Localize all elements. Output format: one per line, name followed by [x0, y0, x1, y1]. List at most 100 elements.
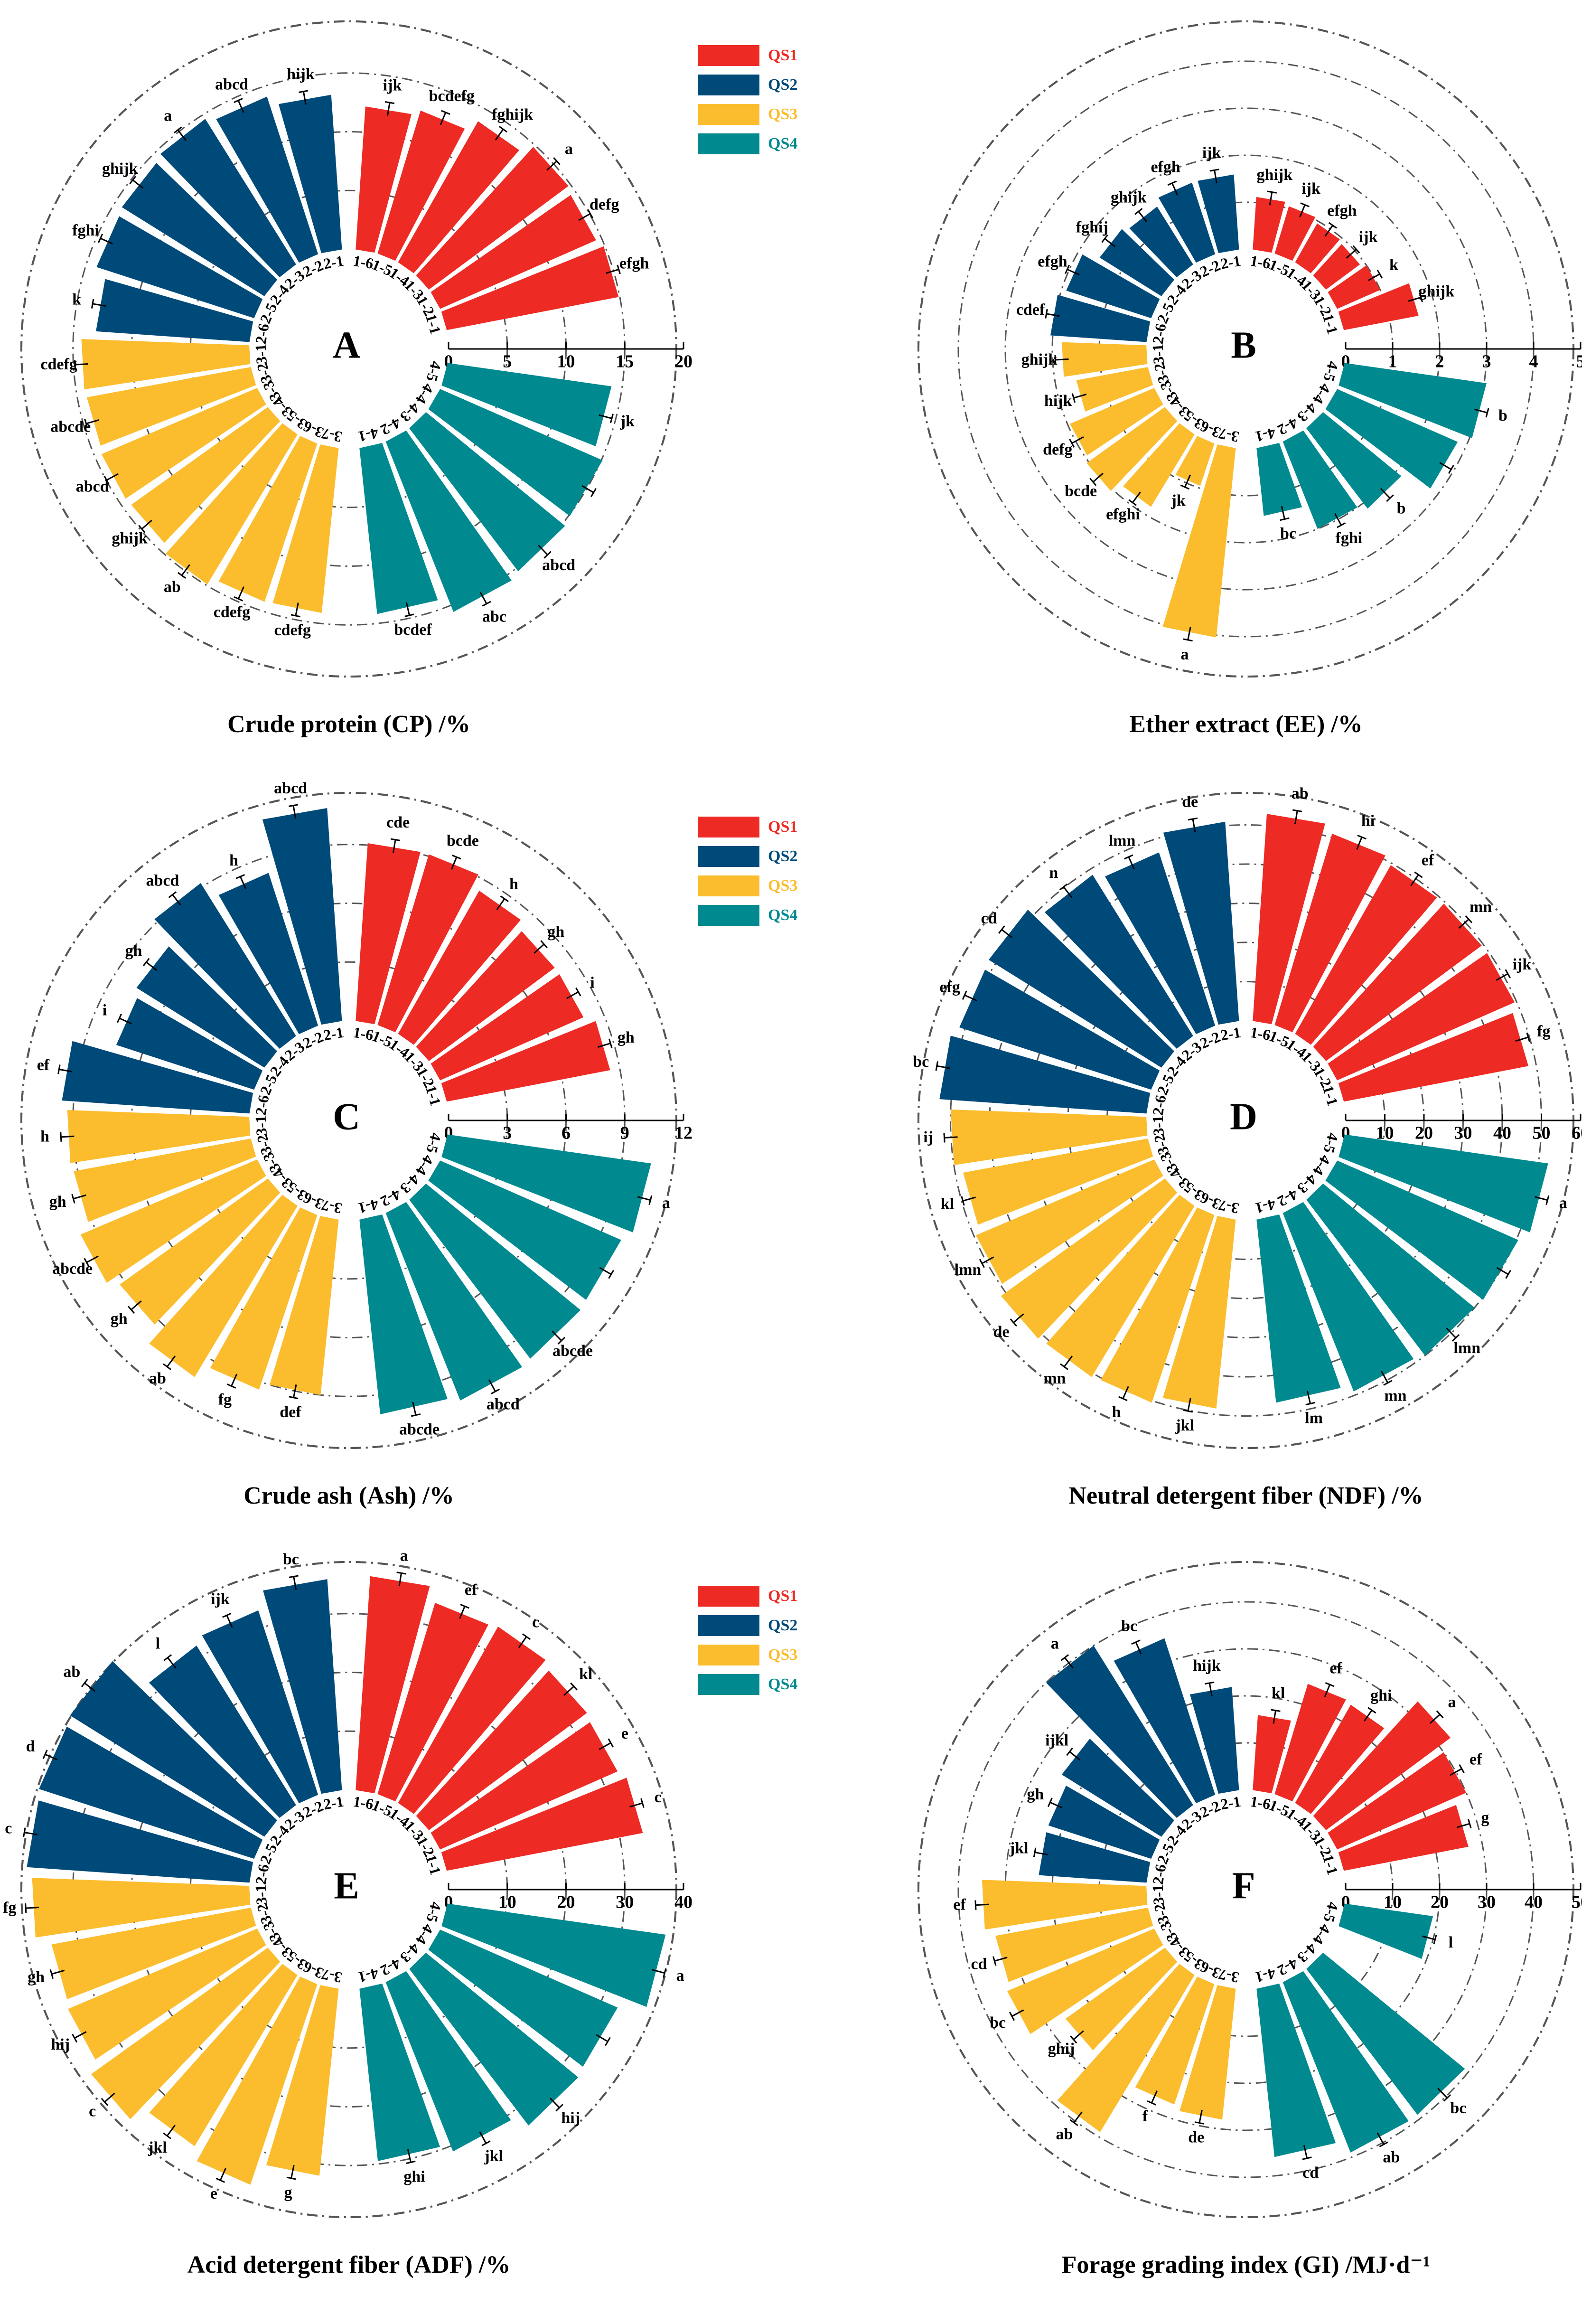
- error-bar: [1269, 192, 1273, 206]
- significance-letter: jkl: [1175, 1417, 1194, 1434]
- error-bar: [459, 1606, 466, 1619]
- bar-2-2: [202, 1610, 318, 1804]
- significance-letter: hijk: [287, 66, 315, 83]
- sample-label: 1-6: [352, 1793, 374, 1813]
- error-bar: [944, 1136, 958, 1138]
- significance-letter: bc: [990, 2014, 1006, 2032]
- error-bar: [100, 237, 113, 245]
- bar-2-5: [96, 216, 263, 319]
- significance-letter: bcde: [1065, 482, 1097, 500]
- bar-3-3: [1007, 1929, 1163, 2034]
- error-cap: [482, 601, 491, 607]
- error-bar: [132, 179, 144, 189]
- chart-title: Ether extract (EE) /%: [1129, 711, 1362, 738]
- error-bar: [1128, 856, 1135, 870]
- error-bar: [1496, 1267, 1509, 1275]
- error-cap: [1451, 1334, 1460, 1342]
- error-bar: [398, 1573, 403, 1587]
- error-bar: [237, 586, 244, 599]
- sample-label: 4-1: [1254, 424, 1277, 446]
- significance-letter: bcdefg: [429, 87, 475, 105]
- error-bar: [1063, 1355, 1073, 1367]
- error-bar: [386, 102, 391, 116]
- bar-4-1: [359, 1983, 440, 2161]
- error-bar: [1171, 183, 1179, 196]
- significance-letter: a: [400, 1547, 408, 1565]
- error-cap: [663, 1968, 667, 1978]
- error-cap: [1194, 2121, 1205, 2125]
- error-cap: [1465, 915, 1473, 923]
- bar-2-6: [62, 1041, 253, 1114]
- error-bar: [293, 1576, 297, 1590]
- bar-3-2: [74, 1138, 256, 1222]
- bar-1-1: [441, 1021, 610, 1102]
- bar-4-5: [441, 1134, 651, 1233]
- significance-letter: ef: [37, 1056, 50, 1074]
- error-cap: [163, 2132, 172, 2139]
- bar-4-2: [1282, 430, 1357, 529]
- error-cap: [290, 614, 300, 618]
- panel-C: 0 3 6 9 121-1gh1-2i1-3gh1-4h1-5bcde1-6cde2-1…: [20, 780, 797, 1509]
- sample-label: 1-6: [1249, 1793, 1272, 1813]
- panel-letter: C: [333, 1096, 360, 1138]
- error-cap: [1352, 245, 1360, 254]
- error-bar: [1437, 2088, 1448, 2098]
- significance-letter: l: [1449, 1934, 1453, 1951]
- bar-2-4: [988, 909, 1174, 1068]
- bar-1-5: [1274, 833, 1385, 1033]
- error-cap: [1060, 1654, 1069, 1661]
- significance-letter: c: [532, 1613, 539, 1631]
- error-bar: [1381, 1371, 1389, 1383]
- significance-letter: cd: [981, 910, 997, 927]
- bar-3-6: [197, 1976, 318, 2185]
- tick-label: 9: [620, 1123, 629, 1143]
- significance-letter: ghijk: [112, 529, 148, 547]
- error-cap: [553, 157, 561, 165]
- significance-letter: fghi: [1336, 529, 1363, 547]
- bar-2-1: [278, 94, 342, 254]
- error-cap: [499, 126, 508, 133]
- significance-letter: cde: [386, 814, 410, 831]
- bar-1-2: [1328, 1752, 1467, 1850]
- error-bar: [1474, 408, 1488, 414]
- error-bar: [1429, 1713, 1441, 1724]
- significance-letter: abcd: [542, 556, 575, 574]
- significance-letter: jkl: [148, 2139, 167, 2156]
- error-cap: [1267, 190, 1277, 194]
- error-bar: [1073, 2111, 1083, 2123]
- bar-4-3: [1306, 1183, 1475, 1356]
- significance-letter: ijkl: [1045, 1732, 1068, 1750]
- legend-swatch-QS1: [698, 817, 759, 837]
- bar-2-4: [1099, 229, 1174, 296]
- legend-label-QS4: QS4: [768, 906, 797, 924]
- sample-label: 3-1: [1149, 1115, 1167, 1136]
- significance-letter: ef: [1329, 1660, 1342, 1677]
- bar-3-4: [120, 1178, 281, 1325]
- bar-3-3: [1070, 388, 1163, 456]
- bar-3-1: [982, 1880, 1148, 1930]
- error-bar: [75, 363, 89, 366]
- bar-4-5: [441, 1903, 666, 2007]
- significance-letter: e: [621, 1725, 628, 1742]
- error-bar: [495, 129, 504, 141]
- error-bar: [1422, 1935, 1435, 1940]
- error-cap: [404, 613, 414, 617]
- error-cap: [555, 2104, 563, 2112]
- error-cap: [23, 1827, 26, 1837]
- error-bar: [131, 1300, 142, 1310]
- significance-letter: hij: [561, 2109, 580, 2127]
- bar-3-5: [149, 1964, 298, 2146]
- error-bar: [302, 91, 307, 105]
- bar-3-1: [32, 1878, 251, 1938]
- bar-2-5: [39, 1726, 263, 1859]
- significance-letter: jkl: [1009, 1839, 1029, 1857]
- error-bar: [290, 2165, 295, 2179]
- sample-label: 3-7: [1217, 425, 1240, 446]
- legend-swatch-QS4: [698, 133, 759, 154]
- error-cap: [1188, 817, 1198, 821]
- error-cap: [1060, 1363, 1069, 1370]
- error-bar: [1306, 1390, 1311, 1404]
- error-cap: [441, 110, 450, 115]
- bar-2-6: [96, 279, 253, 342]
- error-cap: [1376, 269, 1383, 279]
